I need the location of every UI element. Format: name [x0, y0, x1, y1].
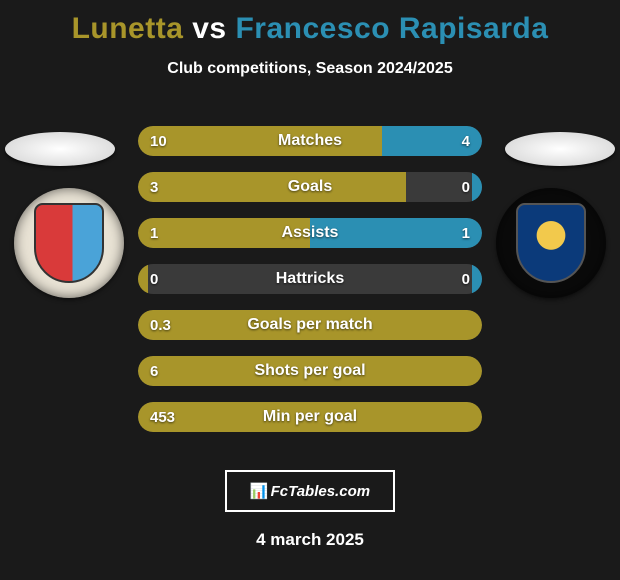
metric-value-left: 10 [138, 126, 179, 156]
metric-row: Shots per goal6 [138, 356, 482, 386]
metric-value-left: 3 [138, 172, 170, 202]
metric-row: Matches10 4 [138, 126, 482, 156]
metric-row: Assists1 1 [138, 218, 482, 248]
metric-label: Hattricks [138, 264, 482, 294]
title-vs: vs [192, 12, 226, 46]
chart-icon: 📊 [250, 482, 267, 500]
club-badge-left [14, 188, 124, 298]
comparison-title: Lunetta vs Francesco Rapisarda [0, 0, 620, 46]
player2-platform [505, 132, 615, 166]
metric-value-right: 4 [450, 126, 482, 156]
metric-value-right: 0 [450, 264, 482, 294]
metric-value-left: 0.3 [138, 310, 183, 340]
player1-platform [5, 132, 115, 166]
metric-value-left: 6 [138, 356, 170, 386]
metrics-bars: Matches104Goals30Assists11Hattricks00Goa… [138, 126, 482, 432]
metric-row: Goals per match0.3 [138, 310, 482, 340]
generation-date: 4 march 2025 [0, 530, 620, 550]
metric-row: Min per goal453 [138, 402, 482, 432]
metric-value-left: 1 [138, 218, 170, 248]
title-player2: Francesco Rapisarda [235, 12, 548, 46]
site-name: FcTables.com [271, 483, 370, 500]
title-player1: Lunetta [72, 12, 184, 46]
site-logo: 📊 FcTables.com [225, 470, 395, 512]
subtitle: Club competitions, Season 2024/2025 [0, 60, 620, 78]
comparison-chart: Matches104Goals30Assists11Hattricks00Goa… [0, 108, 620, 438]
metric-label: Goals per match [138, 310, 482, 340]
metric-label: Min per goal [138, 402, 482, 432]
shield-icon [516, 203, 586, 283]
metric-row: Hattricks0 0 [138, 264, 482, 294]
shield-icon [34, 203, 104, 283]
club-badge-right [496, 188, 606, 298]
metric-label: Shots per goal [138, 356, 482, 386]
metric-label: Assists [138, 218, 482, 248]
metric-value-right: 1 [450, 218, 482, 248]
metric-label: Goals [138, 172, 482, 202]
metric-value-left: 453 [138, 402, 187, 432]
metric-value-right: 0 [450, 172, 482, 202]
metric-row: Goals3 0 [138, 172, 482, 202]
metric-value-left: 0 [138, 264, 170, 294]
metric-label: Matches [138, 126, 482, 156]
